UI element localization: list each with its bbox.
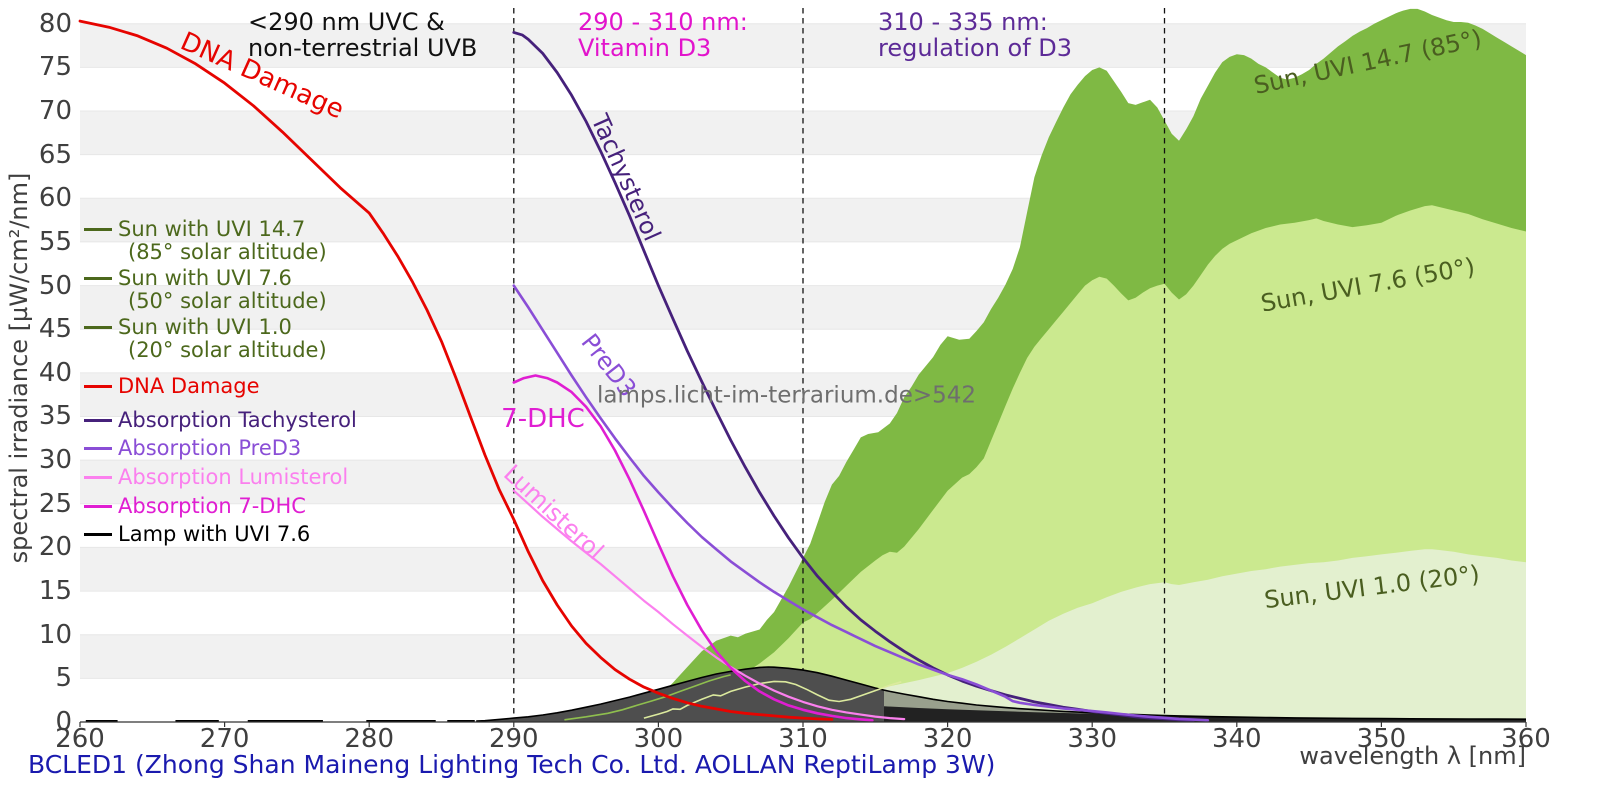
- y-tick-label: 75: [38, 52, 72, 83]
- x-tick-label: 350: [1356, 723, 1407, 754]
- y-axis-label: spectral irradiance [µW/cm²/nm]: [5, 172, 34, 564]
- dna-damage-curve: [78, 19, 834, 721]
- y-tick-label: 45: [38, 314, 72, 345]
- legend-label: Absorption Lumisterol: [118, 465, 349, 489]
- x-tick-label: 260: [55, 723, 105, 754]
- legend-label: Absorption 7-DHC: [118, 494, 306, 518]
- x-tick-label: 290: [488, 723, 539, 754]
- lamp-spectrum-area: [476, 667, 884, 722]
- legend-label-2: (20° solar altitude): [128, 337, 327, 362]
- y-tick-label: 65: [38, 139, 72, 170]
- legend-swatch: [84, 418, 112, 422]
- legend-label-2: (85° solar altitude): [128, 239, 327, 264]
- legend-swatch: [84, 504, 112, 508]
- legend-swatch: [84, 532, 112, 536]
- y-tick-label: 70: [38, 95, 72, 126]
- sun-uvi-1.0-edge-over-lamp: [643, 680, 902, 719]
- legend-swatch: [84, 276, 112, 280]
- legend-item: Absorption 7-DHC: [84, 495, 306, 518]
- y-tick-label: 5: [55, 663, 72, 694]
- y-tick-label: 10: [38, 619, 72, 650]
- legend-swatch: [84, 446, 112, 450]
- x-tick-label: 310: [778, 723, 828, 754]
- legend-item: Absorption PreD3: [84, 437, 301, 460]
- legend-swatch: [84, 475, 112, 479]
- legend-swatch: [84, 384, 112, 388]
- y-tick-label: 30: [38, 445, 72, 476]
- x-tick-label: 320: [922, 723, 973, 754]
- y-tick-label: 55: [38, 226, 72, 257]
- legend-item: Absorption Lumisterol: [84, 466, 348, 489]
- legend-item: Sun with UVI 7.6 (50° solar altitude): [84, 267, 327, 312]
- x-tick-label: 330: [1067, 723, 1118, 754]
- y-tick-label: 80: [38, 8, 72, 39]
- legend-label: Absorption PreD3: [118, 436, 302, 460]
- 7-dhc-curve: [512, 374, 874, 722]
- x-tick-label: 270: [199, 723, 250, 754]
- legend-swatch: [84, 325, 112, 329]
- annotation-vitamin-d3: 290 - 310 nm: Vitamin D3: [578, 8, 748, 62]
- lamp-spectrum-outline: [476, 666, 1527, 722]
- y-tick-label: 0: [55, 706, 72, 737]
- x-axis-label: wavelength λ [nm]: [1299, 742, 1526, 771]
- legend-item: DNA Damage: [84, 375, 260, 398]
- annotation-regulation-d3: 310 - 335 nm: regulation of D3: [878, 8, 1073, 62]
- curve-label-7-dhc: 7-DHC: [501, 403, 585, 434]
- watermark: lamps.licht-im-terrarium.de>542: [597, 382, 977, 409]
- legend-label: Sun with UVI 14.7: [118, 217, 306, 241]
- x-tick-label: 300: [633, 723, 684, 754]
- y-tick-label: 35: [38, 401, 72, 432]
- bottom-title: BCLED1 (Zhong Shan Maineng Lighting Tech…: [28, 750, 996, 779]
- legend-label: Lamp with UVI 7.6: [118, 522, 311, 546]
- legend-item: Sun with UVI 1.0 (20° solar altitude): [84, 316, 327, 361]
- x-tick-label: 340: [1211, 723, 1262, 754]
- y-tick-label: 50: [38, 270, 72, 301]
- lumisterol-curve: [512, 489, 906, 721]
- legend-swatch: [84, 227, 112, 231]
- legend-label: Sun with UVI 7.6: [118, 266, 292, 290]
- y-tick-label: 20: [38, 532, 72, 563]
- sun-area-uvi-10: [658, 549, 1526, 722]
- legend-label: DNA Damage: [118, 374, 260, 398]
- annotation-uvc: <290 nm UVC & non-terrestrial UVB: [248, 8, 478, 62]
- legend-item: Lamp with UVI 7.6: [84, 523, 310, 546]
- legend-label-2: (50° solar altitude): [128, 288, 327, 313]
- y-tick-label: 25: [38, 488, 72, 519]
- y-tick-label: 60: [38, 183, 72, 214]
- y-tick-label: 40: [38, 357, 72, 388]
- legend-item: Absorption Tachysterol: [84, 409, 357, 432]
- x-tick-label: 280: [344, 723, 395, 754]
- legend-label: Absorption Tachysterol: [118, 408, 357, 432]
- sun-uvi-7.6-edge-over-lamp: [564, 674, 731, 721]
- lamp-spectrum-dark-tail: [884, 706, 1526, 722]
- y-tick-label: 15: [38, 576, 72, 607]
- legend-label: Sun with UVI 1.0: [118, 315, 292, 339]
- pred3-curve: [512, 284, 1210, 722]
- legend-item: Sun with UVI 14.7 (85° solar altitude): [84, 218, 327, 263]
- x-tick-label: 360: [1501, 723, 1551, 754]
